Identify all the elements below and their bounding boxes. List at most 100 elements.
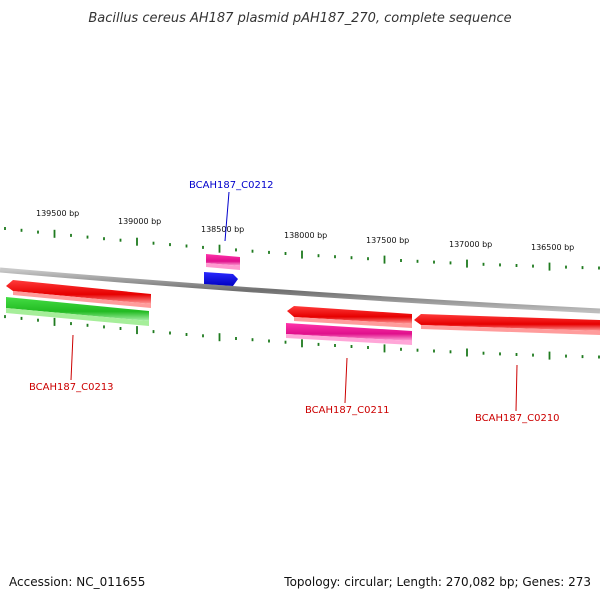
inner-ruler-tick: [268, 339, 270, 343]
inner-ruler-tick: [202, 334, 204, 338]
outer-ruler-tick: [416, 259, 419, 263]
inner-ruler-tick: [449, 350, 452, 354]
outer-ruler-tick: [251, 249, 254, 253]
outer-ruler-tick: [185, 244, 188, 248]
inner-ruler-tick: [37, 318, 39, 322]
inner-ruler-tick: [317, 342, 320, 346]
outer-ruler-tick: [515, 264, 518, 267]
scale-label-139000: 139000 bp: [118, 217, 161, 226]
outer-ruler-tick: [86, 235, 89, 239]
outer-ruler-tick: [235, 248, 237, 252]
inner-ruler-tick: [367, 346, 369, 349]
inner-ruler-tick: [86, 323, 89, 327]
inner-ruler-tick: [119, 327, 122, 330]
inner-ruler-tick: [499, 352, 501, 356]
inner-ruler-tick: [20, 316, 23, 320]
outer-ruler-tick: [449, 261, 452, 265]
sequence-summary-text: Topology: circular; Length: 270,082 bp; …: [283, 575, 591, 589]
inner-tick-ruler: [4, 315, 600, 360]
outer-ruler-tick: [532, 264, 534, 268]
inner-ruler-tick: [4, 315, 6, 319]
accession-text: Accession: NC_011655: [9, 575, 145, 589]
inner-ruler-tick: [581, 355, 584, 359]
leader-line-c0210: [515, 364, 518, 412]
inner-ruler-tick: [532, 353, 534, 357]
inner-ruler-tick: [185, 333, 188, 336]
outer-ruler-tick: [284, 252, 287, 255]
inner-ruler-tick: [515, 353, 518, 356]
inner-ruler-tick: [218, 333, 221, 342]
inner-ruler-tick: [70, 322, 72, 326]
inner-ruler-tick: [251, 338, 254, 342]
outer-ruler-tick: [383, 255, 386, 264]
gene-bcah187-c0211-pink[interactable]: [286, 323, 412, 345]
leader-line-c0211: [344, 357, 348, 404]
sequence-backbone: [0, 267, 600, 314]
gene-bcah187-c0211-red[interactable]: [287, 306, 412, 328]
outer-ruler-tick: [119, 238, 122, 242]
outer-ruler-tick: [218, 244, 221, 253]
outer-ruler-tick: [350, 256, 353, 260]
scale-label-137500: 137500 bp: [366, 236, 409, 245]
scale-labels: 139500 bp 139000 bp 138500 bp 138000 bp …: [36, 209, 574, 252]
gene-bcah187-c0212-pink[interactable]: [206, 254, 240, 270]
outer-ruler-tick: [499, 263, 501, 267]
outer-ruler-tick: [4, 227, 6, 230]
inner-ruler-tick: [548, 351, 551, 360]
outer-ruler-tick: [20, 228, 23, 232]
outer-ruler-tick: [466, 259, 468, 268]
inner-ruler-tick: [235, 337, 237, 340]
leader-line-c0212: [224, 191, 230, 242]
scale-label-139500: 139500 bp: [36, 209, 79, 218]
inner-ruler-tick: [466, 348, 468, 357]
outer-ruler-tick: [136, 237, 138, 246]
gene-label-c0213[interactable]: BCAH187_C0213: [29, 382, 114, 393]
inner-ruler-tick: [301, 339, 303, 348]
outer-ruler-tick: [334, 255, 336, 259]
outer-ruler-tick: [400, 259, 402, 262]
outer-ruler-tick: [367, 257, 369, 261]
outer-ruler-tick: [565, 265, 567, 269]
gene-label-c0211[interactable]: BCAH187_C0211: [305, 405, 390, 416]
outer-ruler-tick: [169, 243, 171, 247]
inner-ruler-tick: [103, 325, 105, 329]
gene-bcah187-c0210-red[interactable]: [414, 314, 600, 335]
inner-ruler-tick: [334, 344, 336, 347]
gene-label-c0210[interactable]: BCAH187_C0210: [475, 413, 560, 424]
outer-ruler-tick: [53, 229, 56, 238]
inner-ruler-tick: [433, 349, 435, 353]
outer-ruler-tick: [202, 245, 204, 249]
outer-ruler-tick: [152, 241, 155, 245]
gene-bcah187-c0212-arrow[interactable]: [204, 272, 238, 286]
outer-ruler-tick: [103, 237, 105, 241]
inner-ruler-tick: [400, 347, 402, 351]
outer-ruler-tick: [268, 250, 270, 254]
outer-ruler-tick: [317, 254, 320, 258]
scale-label-137000: 137000 bp: [449, 240, 492, 249]
gene-bcah187-c0213-green[interactable]: [6, 297, 149, 326]
inner-ruler-tick: [152, 330, 155, 334]
scale-label-138000: 138000 bp: [284, 231, 327, 240]
inner-ruler-tick: [53, 317, 56, 326]
scale-label-138500: 138500 bp: [201, 225, 244, 234]
inner-ruler-tick: [598, 355, 600, 359]
map-title: Bacillus cereus AH187 plasmid pAH187_270…: [88, 11, 511, 26]
outer-ruler-tick: [482, 262, 485, 266]
gene-bcah187-c0213-red[interactable]: [6, 280, 151, 308]
inner-ruler-tick: [350, 345, 353, 348]
leader-line-c0213: [70, 334, 74, 381]
inner-ruler-tick: [565, 354, 567, 358]
inner-ruler-tick: [383, 344, 386, 353]
outer-tick-ruler: [4, 227, 600, 271]
gene-label-c0212[interactable]: BCAH187_C0212: [189, 180, 274, 191]
outer-ruler-tick: [433, 260, 435, 264]
outer-ruler-tick: [548, 262, 551, 271]
outer-ruler-tick: [581, 266, 584, 270]
outer-ruler-tick: [301, 250, 303, 259]
scale-label-136500: 136500 bp: [531, 243, 574, 252]
inner-ruler-tick: [482, 351, 485, 355]
inner-ruler-tick: [284, 340, 287, 344]
inner-ruler-tick: [136, 326, 138, 335]
outer-ruler-tick: [598, 266, 600, 270]
